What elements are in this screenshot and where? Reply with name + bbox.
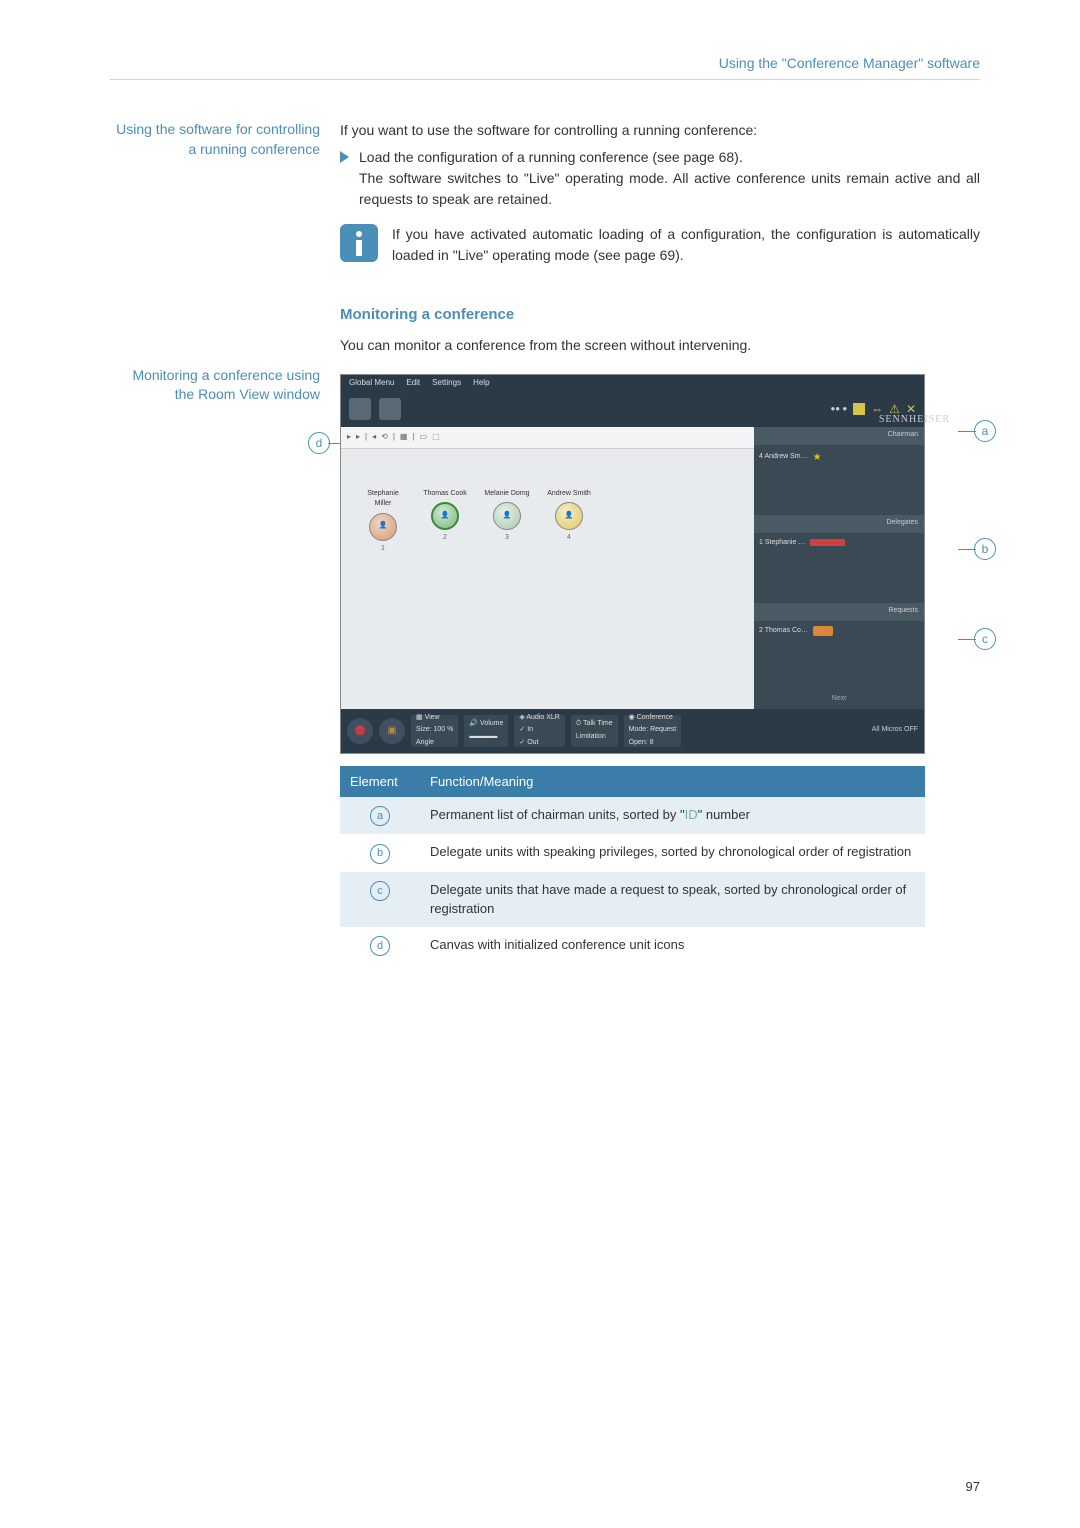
row-meaning: Delegate units with speaking privileges,… — [420, 834, 925, 871]
intro-2: You can monitor a conference from the sc… — [340, 335, 980, 356]
toolbar-icon — [349, 398, 371, 420]
bullet-1a: Load the configuration of a running conf… — [359, 147, 980, 168]
star-icon: ★ — [813, 450, 822, 465]
chairman-item: 4 Andrew Sm… — [759, 452, 808, 463]
request-badge — [813, 626, 833, 636]
request-item: 2 Thomas Co… — [759, 626, 808, 637]
app-screenshot: Global Menu Edit Settings Help ●● ● ⇔ ⚠ — [340, 374, 925, 754]
row-meaning: Delegate units that have made a request … — [420, 872, 925, 927]
stop-icon: ▣ — [379, 718, 405, 744]
record-icon: ⬤ — [347, 718, 373, 744]
th-element: Element — [340, 766, 420, 798]
row-label-c: c — [370, 881, 390, 901]
info-icon — [340, 224, 378, 262]
info-text-1: If you have activated automatic loading … — [392, 224, 980, 266]
row-label-d: d — [370, 936, 390, 956]
lock-icon — [853, 403, 865, 415]
th-meaning: Function/Meaning — [420, 766, 925, 798]
brand-logo: SENNHEISER — [879, 412, 950, 427]
next-button: Next — [754, 690, 924, 709]
row-label-a: a — [370, 806, 390, 826]
panel-header-c: Requests — [754, 603, 924, 621]
side-label-1: Using the software for controlling a run… — [110, 120, 340, 266]
delegate-icon: Melanie Domg👤3 — [483, 489, 531, 544]
canvas-toolbar: ▸▸|◂⟲|▦|▭⬚ — [341, 427, 754, 449]
delegate-icon: Thomas Cook👤2 — [421, 489, 469, 544]
panel-header-b: Delegates — [754, 515, 924, 533]
app-menubar: Global Menu Edit Settings Help — [341, 375, 924, 391]
panel-header-a: Chairman — [754, 427, 924, 445]
row-meaning: Permanent list of chairman units, sorted… — [420, 797, 925, 834]
callout-c: c — [974, 628, 996, 650]
speaking-bar — [810, 539, 845, 546]
bullet-1b: The software switches to "Live" operatin… — [359, 168, 980, 210]
heading-monitoring: Monitoring a conference — [340, 304, 980, 327]
app-toolbar: ●● ● ⇔ ⚠ ✕ SENNHEISER — [341, 391, 924, 427]
side-label-2: Monitoring a conference using the Room V… — [110, 366, 340, 964]
page-number: 97 — [966, 1479, 980, 1494]
page-header: Using the "Conference Manager" software — [110, 55, 980, 80]
callout-d: d — [308, 432, 330, 454]
intro-1: If you want to use the software for cont… — [340, 120, 980, 141]
toolbar-icon — [379, 398, 401, 420]
canvas-area: ▸▸|◂⟲|▦|▭⬚ Stephanie Miller👤1 Thomas Coo… — [341, 427, 754, 709]
row-label-b: b — [370, 844, 390, 864]
all-micros-off: All Micros OFF — [872, 725, 918, 736]
delegate-item: 1 Stephanie … — [759, 538, 805, 549]
callout-a: a — [974, 420, 996, 442]
callout-b: b — [974, 538, 996, 560]
element-table: Element Function/Meaning a Permanent list… — [340, 766, 925, 964]
triangle-bullet-icon — [340, 151, 349, 163]
app-footer: ⬤ ▣ ▦ ViewSize: 100 %Angle 🔊 Volume▬▬▬▬ … — [341, 709, 924, 753]
delegate-icon: Andrew Smith👤4 — [545, 489, 593, 544]
row-meaning: Canvas with initialized conference unit … — [420, 927, 925, 964]
delegate-icon: Stephanie Miller👤1 — [359, 489, 407, 555]
screenshot-container: a b c d Global Menu Edit Settings Help — [340, 374, 960, 754]
